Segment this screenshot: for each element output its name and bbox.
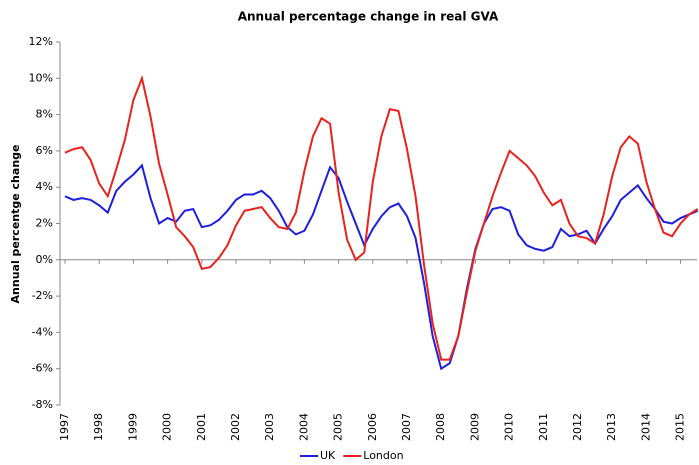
- x-tick-label: 2010: [503, 413, 516, 441]
- y-tick-label: -4%: [32, 325, 53, 338]
- x-tick-label: 2003: [263, 413, 276, 441]
- x-tick-label: 2006: [366, 413, 379, 441]
- x-tick-label: 2008: [434, 413, 447, 441]
- x-tick-label: 1998: [92, 413, 105, 441]
- legend-label: UK: [320, 449, 336, 462]
- y-tick-label: -6%: [32, 362, 53, 375]
- y-tick-label: 0%: [36, 253, 53, 266]
- y-tick-label: 12%: [29, 35, 53, 48]
- x-tick-label: 2005: [332, 413, 345, 441]
- legend-label: London: [363, 449, 403, 462]
- x-tick-label: 2011: [537, 413, 550, 441]
- series-line: [64, 163, 699, 371]
- y-tick-label: -2%: [32, 289, 53, 302]
- y-tick-label: 10%: [29, 71, 53, 84]
- x-tick-label: 2001: [195, 413, 208, 441]
- y-tick-label: 4%: [36, 180, 53, 193]
- y-tick-label: 2%: [36, 217, 53, 230]
- x-tick-label: 2007: [400, 413, 413, 441]
- x-tick-label: 2002: [229, 413, 242, 441]
- x-tick-label: 2015: [674, 413, 687, 441]
- x-tick-label: 2014: [639, 413, 652, 441]
- series-line: [64, 74, 699, 361]
- y-tick-label: 8%: [36, 108, 53, 121]
- y-tick-label: -8%: [32, 398, 53, 411]
- x-tick-label: 1999: [126, 413, 139, 441]
- x-tick-label: 1997: [58, 413, 71, 441]
- y-axis-label: Annual percentge change: [9, 145, 22, 304]
- y-tick-label: 6%: [36, 144, 53, 157]
- x-tick-label: 2013: [605, 413, 618, 441]
- x-tick-label: 2004: [297, 413, 310, 441]
- x-tick-label: 2009: [468, 413, 481, 441]
- x-tick-label: 2012: [571, 413, 584, 441]
- x-tick-label: 2000: [161, 413, 174, 441]
- chart-title: Annual percentage change in real GVA: [238, 10, 499, 24]
